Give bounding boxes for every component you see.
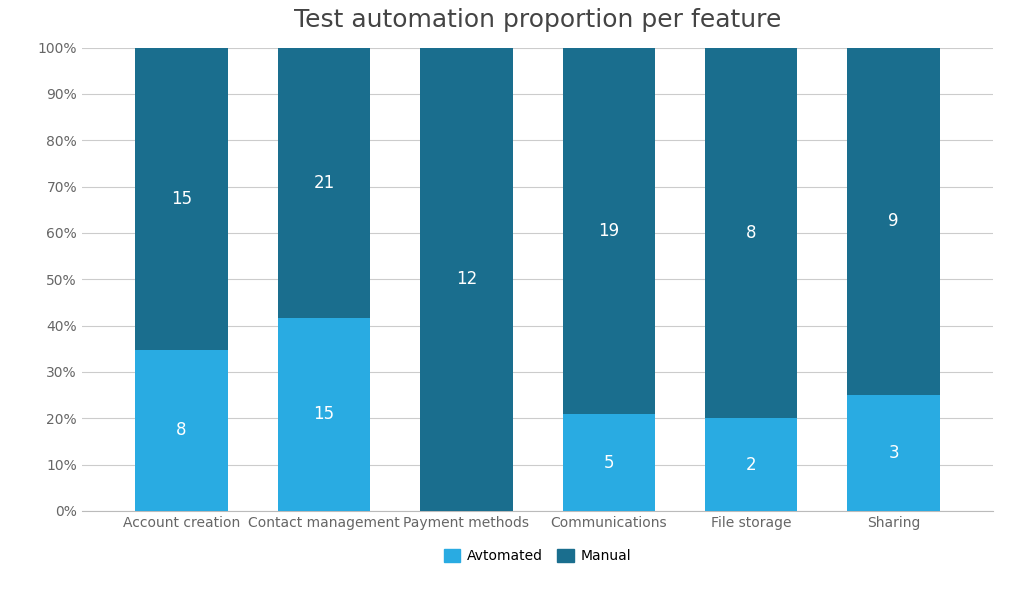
Text: 19: 19	[598, 222, 620, 240]
Text: 9: 9	[889, 212, 899, 230]
Bar	[705, 48, 798, 418]
Legend: Avtomated, Manual: Avtomated, Manual	[438, 544, 637, 569]
Text: 2: 2	[745, 456, 757, 473]
Bar	[135, 350, 228, 511]
Text: 8: 8	[176, 421, 186, 439]
Text: 15: 15	[171, 189, 193, 207]
Text: 8: 8	[745, 224, 757, 242]
Bar	[562, 415, 655, 511]
Bar	[420, 48, 513, 511]
Text: 3: 3	[888, 444, 899, 462]
Bar	[278, 48, 371, 318]
Bar	[278, 318, 371, 511]
Text: 5: 5	[603, 454, 614, 472]
Text: 12: 12	[456, 270, 477, 288]
Bar	[847, 48, 940, 395]
Bar	[562, 48, 655, 415]
Bar	[847, 395, 940, 511]
Title: Test automation proportion per feature: Test automation proportion per feature	[294, 8, 781, 31]
Bar	[705, 418, 798, 511]
Text: 21: 21	[313, 173, 335, 192]
Text: 15: 15	[313, 405, 335, 424]
Bar	[135, 48, 228, 350]
